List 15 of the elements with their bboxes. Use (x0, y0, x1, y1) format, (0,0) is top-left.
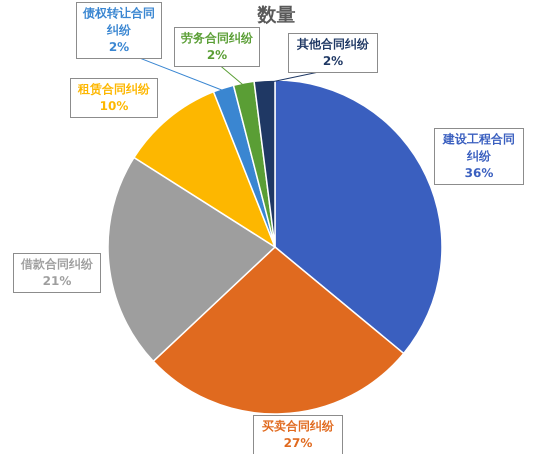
slice-label: 买卖合同纠纷 (261, 418, 335, 435)
slice-label: 债权转让合同纠纷 (82, 5, 156, 39)
data-label: 2% (108, 39, 130, 56)
slice-label: 借款合同纠纷 (20, 256, 94, 273)
slice-label: 其他合同纠纷 (296, 36, 370, 53)
data-label: 2% (206, 47, 228, 64)
data-label: 10% (98, 98, 130, 115)
data-label: 27% (282, 435, 314, 452)
data-label: 36% (464, 165, 494, 182)
data-label: 21% (42, 273, 72, 290)
chart-title: 数量 (258, 4, 296, 26)
slice-label: 租赁合同纠纷 (76, 81, 151, 98)
data-label: 2% (322, 53, 344, 70)
slice-label: 劳务合同纠纷 (180, 30, 254, 47)
slice-label: 建设工程合同纠纷 (441, 131, 516, 165)
